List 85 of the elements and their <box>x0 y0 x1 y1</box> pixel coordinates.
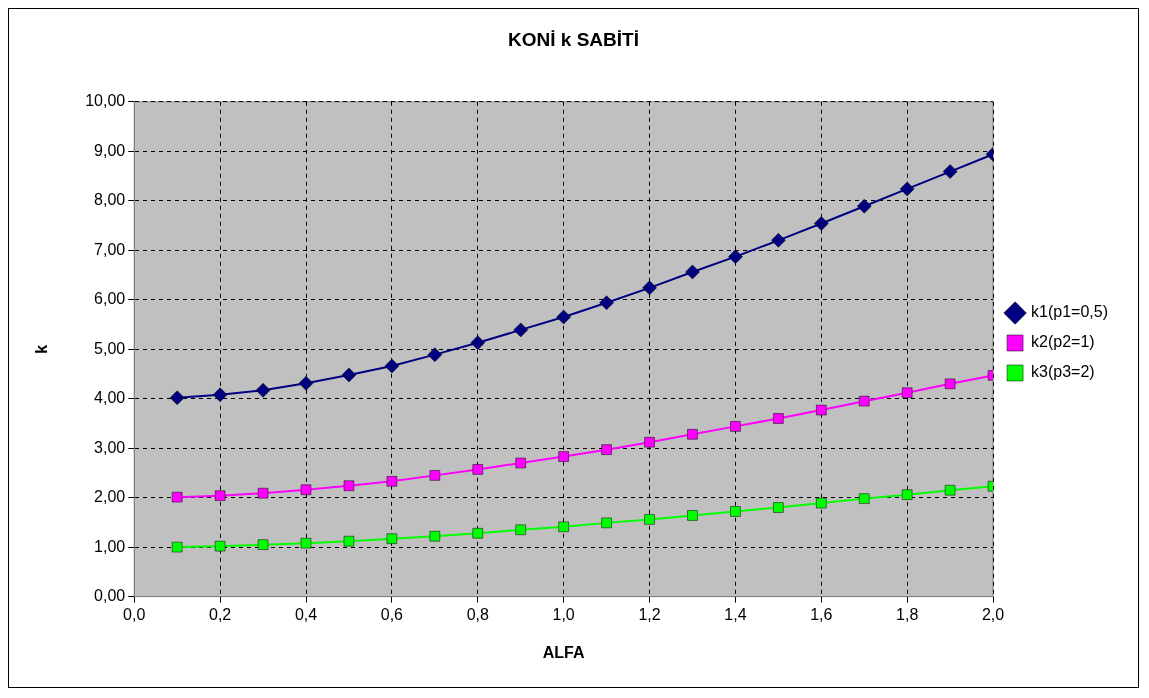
point <box>685 264 700 280</box>
point <box>687 510 698 521</box>
x-tick-label: 0,8 <box>466 605 489 623</box>
x-tick-label: 1,0 <box>552 605 575 623</box>
point <box>470 335 486 351</box>
point <box>901 489 913 500</box>
point <box>214 490 226 501</box>
point <box>427 347 443 362</box>
x-tick-label: 2,0 <box>981 605 1005 623</box>
point <box>942 164 958 179</box>
point <box>472 528 483 539</box>
y-axis-title: k <box>33 344 51 354</box>
point <box>687 429 698 440</box>
point <box>944 378 956 390</box>
point <box>642 280 657 296</box>
x-axis-title: ALFA <box>542 643 585 661</box>
x-tick-label: 1,6 <box>810 605 833 623</box>
point <box>386 476 398 487</box>
x-tick-label: 0,6 <box>380 605 404 623</box>
point <box>343 535 355 547</box>
point <box>429 470 441 481</box>
point <box>599 295 614 310</box>
point <box>169 390 185 405</box>
point <box>644 514 655 525</box>
y-tick-label: 5,00 <box>94 339 126 357</box>
point <box>171 491 183 503</box>
point <box>214 540 226 552</box>
x-tick-label: 0,0 <box>123 605 146 623</box>
point <box>859 493 870 504</box>
point <box>343 480 355 491</box>
point <box>515 524 526 535</box>
point <box>773 502 784 513</box>
point <box>644 437 655 448</box>
y-tick-label: 1,00 <box>94 537 126 555</box>
point <box>171 541 183 553</box>
y-tick-label: 2,00 <box>94 488 126 506</box>
point <box>513 322 528 338</box>
point <box>556 309 571 325</box>
point <box>814 216 829 231</box>
point <box>816 404 827 416</box>
point <box>771 233 786 248</box>
point <box>558 521 569 533</box>
point <box>300 484 312 495</box>
y-tick-label: 4,00 <box>94 389 126 407</box>
point <box>944 485 956 496</box>
point <box>899 181 915 197</box>
point <box>859 395 870 407</box>
point <box>257 487 269 499</box>
point <box>730 421 741 432</box>
point <box>386 533 398 544</box>
point <box>728 249 743 264</box>
x-tick-label: 1,4 <box>724 605 747 623</box>
point <box>901 387 913 398</box>
point <box>558 451 569 462</box>
y-tick-label: 9,00 <box>94 141 126 159</box>
x-tick-label: 1,8 <box>896 605 919 623</box>
y-tick-label: 0,00 <box>94 587 126 605</box>
chart-title: KONİ k SABİTİ <box>508 28 639 50</box>
y-tick-label: 7,00 <box>94 240 126 258</box>
point <box>341 367 357 383</box>
legend-label: k1(p1=0,5) <box>1031 303 1108 321</box>
point <box>601 444 612 455</box>
point <box>257 539 269 550</box>
point <box>816 497 827 509</box>
legend-label: k2(p2=1) <box>1031 333 1095 351</box>
y-tick-label: 6,00 <box>94 290 126 308</box>
legend-label: k3(p3=2) <box>1031 363 1095 381</box>
y-tick-label: 3,00 <box>94 438 126 456</box>
point <box>730 506 741 517</box>
point <box>384 358 400 374</box>
point <box>212 387 228 402</box>
point <box>515 457 526 469</box>
point <box>300 537 312 549</box>
x-tick-label: 0,4 <box>294 605 318 623</box>
y-tick-label: 8,00 <box>94 191 126 209</box>
point <box>255 383 271 398</box>
x-tick-label: 1,2 <box>638 605 661 623</box>
y-tick-label: 10,00 <box>85 92 126 110</box>
point <box>856 198 872 214</box>
point <box>298 376 314 391</box>
point <box>773 413 784 424</box>
point <box>601 517 612 529</box>
point <box>472 464 483 475</box>
point <box>429 531 441 542</box>
x-tick-label: 0,2 <box>209 605 232 623</box>
